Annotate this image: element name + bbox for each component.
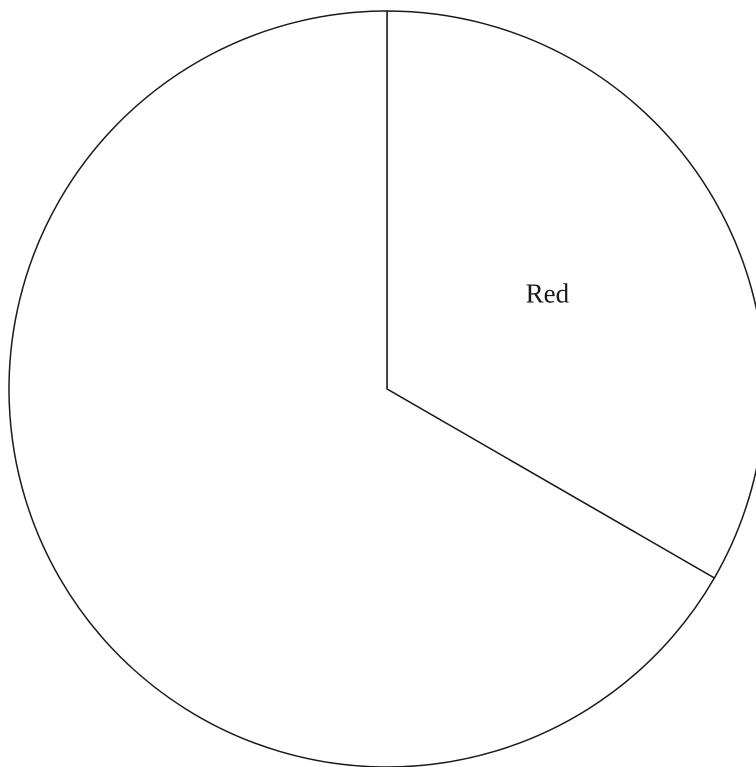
pie-slices bbox=[8, 10, 756, 767]
pie-slice-red bbox=[386, 10, 756, 580]
pie-slice-label-red: Red bbox=[526, 279, 570, 309]
pie-slice-unlabeled-1 bbox=[8, 10, 716, 767]
pie-labels: Red bbox=[526, 279, 570, 309]
